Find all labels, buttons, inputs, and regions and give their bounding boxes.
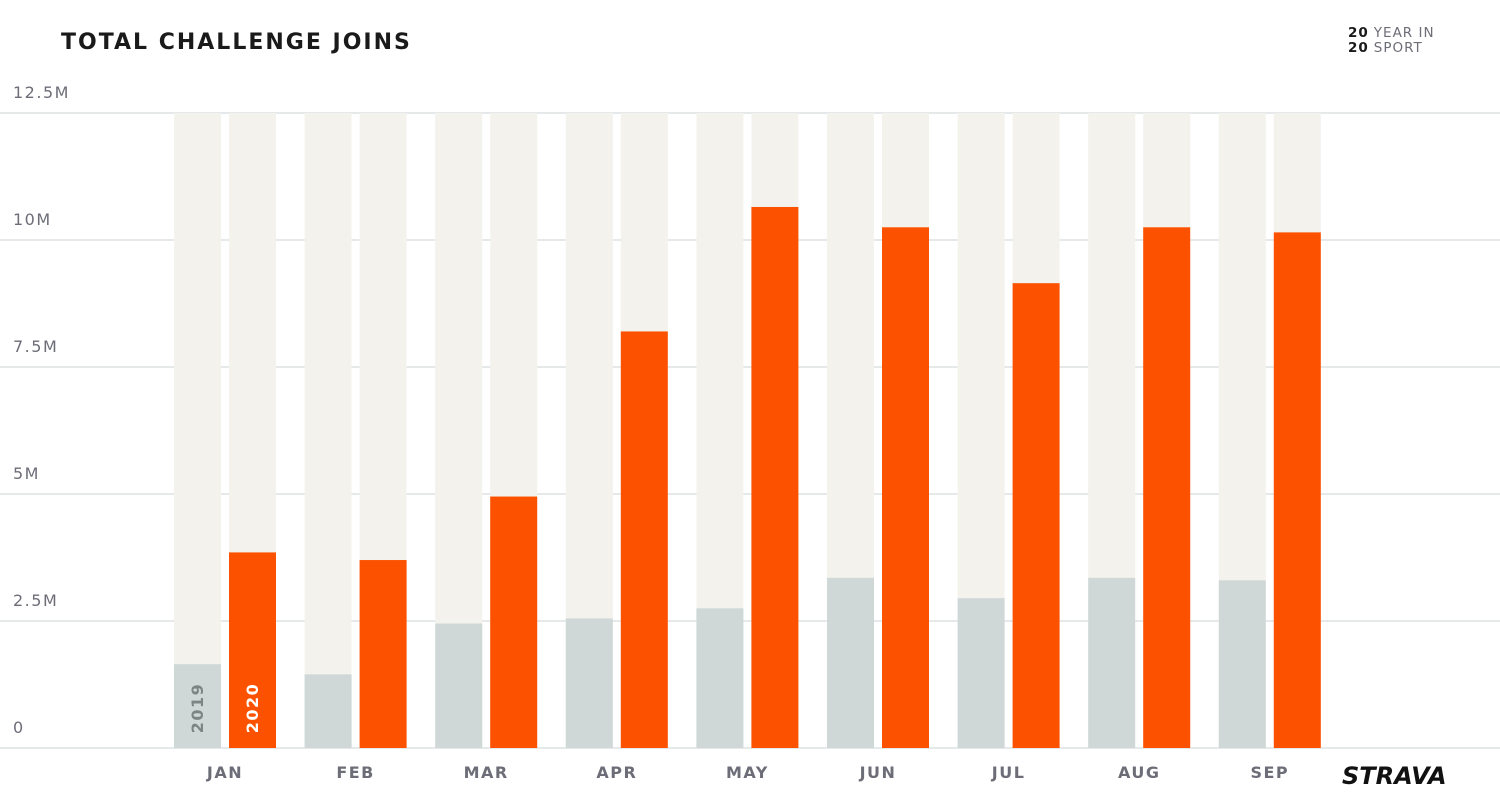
- x-tick-label: FEB: [336, 763, 375, 782]
- series-label-2019: 2019: [188, 683, 207, 734]
- bar-2019: [565, 618, 613, 748]
- x-tick-label: JUL: [991, 763, 1026, 782]
- badge-line2-number: 20: [1348, 40, 1369, 56]
- bar-2019: [827, 577, 874, 748]
- badge-line1-number: 20: [1348, 25, 1369, 41]
- bar-2019: [435, 623, 483, 748]
- bar-2019: [957, 598, 1005, 748]
- bar-2019: [696, 608, 744, 748]
- badge-line2-text: SPORT: [1373, 40, 1423, 56]
- y-tick-label: 5M: [13, 464, 40, 483]
- x-tick-label: JUN: [859, 763, 897, 782]
- bar-2020: [1273, 232, 1321, 748]
- strava-logo: STRAVA: [1342, 762, 1447, 790]
- bar-2020: [620, 331, 668, 748]
- x-tick-label: JAN: [206, 763, 243, 782]
- y-tick-label: 2.5M: [13, 591, 58, 610]
- y-tick-label: 10M: [13, 210, 52, 229]
- bar-2019: [1088, 577, 1136, 748]
- bar-2020: [1012, 283, 1060, 748]
- series-label-2020: 2020: [243, 683, 262, 734]
- chart-title: TOTAL CHALLENGE JOINS: [61, 30, 412, 55]
- bar-2020: [882, 227, 929, 749]
- x-tick-label: SEP: [1250, 763, 1289, 782]
- y-tick-label: 0: [13, 718, 25, 737]
- bar-track: [174, 113, 221, 748]
- bar-track: [304, 113, 352, 748]
- bar-2020: [490, 496, 538, 748]
- y-tick-label: 12.5M: [13, 83, 70, 102]
- year-in-sport-badge: 20 YEAR IN 20 SPORT: [1348, 26, 1435, 56]
- x-tick-label: MAR: [464, 763, 509, 782]
- bar-2020: [751, 206, 799, 749]
- bar-2019: [1218, 580, 1266, 748]
- bar-2020: [359, 560, 407, 748]
- badge-line1-text: YEAR IN: [1373, 25, 1435, 41]
- x-tick-label: AUG: [1118, 763, 1161, 782]
- y-tick-label: 7.5M: [13, 337, 58, 356]
- x-tick-label: APR: [596, 763, 637, 782]
- bar-2019: [304, 674, 352, 748]
- bar-2020: [229, 552, 276, 748]
- bar-2020: [1143, 227, 1191, 749]
- x-tick-label: MAY: [726, 763, 769, 782]
- bar-2019: [174, 664, 221, 748]
